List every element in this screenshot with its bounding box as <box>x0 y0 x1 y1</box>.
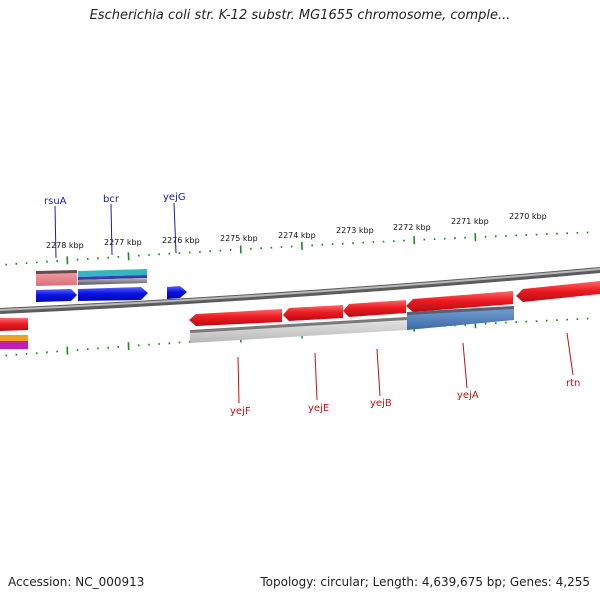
gene-yejA[interactable] <box>406 291 513 312</box>
forward-cog-bars <box>36 269 147 286</box>
gene-rsuA[interactable] <box>36 289 77 302</box>
scale-label-2278: 2278 kbp <box>46 241 84 250</box>
forward-genes <box>36 286 187 302</box>
label-rsuA[interactable]: rsuA <box>44 196 67 207</box>
scale-label-2272: 2272 kbp <box>393 223 431 232</box>
label-rtn[interactable]: rtn <box>566 378 580 389</box>
scale-label-2271: 2271 kbp <box>451 217 489 226</box>
reverse-cog-bars <box>0 306 514 349</box>
genome-stats-text: Topology: circular; Length: 4,639,675 bp… <box>260 575 590 589</box>
reverse-genes <box>0 281 600 331</box>
gene-bcr[interactable] <box>78 287 148 301</box>
label-yejF[interactable]: yejF <box>230 406 251 417</box>
gene-rtn[interactable] <box>516 281 600 302</box>
scale-label-2277: 2277 kbp <box>104 238 142 247</box>
gene-yejF[interactable] <box>189 309 282 326</box>
scale-label-2276: 2276 kbp <box>162 236 200 245</box>
scale-label-2274: 2274 kbp <box>278 231 316 240</box>
scale-ticks-inner <box>5 317 589 357</box>
label-bcr[interactable]: bcr <box>103 194 120 205</box>
gene-yejG[interactable] <box>167 286 187 299</box>
accession-text: Accession: NC_000913 <box>8 575 145 589</box>
scale-label-2270: 2270 kbp <box>509 212 547 221</box>
scale-label-2275: 2275 kbp <box>220 234 258 243</box>
scale-ticks-outer <box>5 231 589 266</box>
gene-yejE[interactable] <box>283 305 343 321</box>
scale-label-2273: 2273 kbp <box>336 226 374 235</box>
map-title: Escherichia coli str. K-12 substr. MG165… <box>89 8 511 23</box>
label-yejE[interactable]: yejE <box>308 403 329 414</box>
label-yejB[interactable]: yejB <box>370 398 392 409</box>
label-yejG[interactable]: yejG <box>163 192 186 203</box>
gene-yejB[interactable] <box>343 300 406 317</box>
label-yejA[interactable]: yejA <box>457 390 479 401</box>
